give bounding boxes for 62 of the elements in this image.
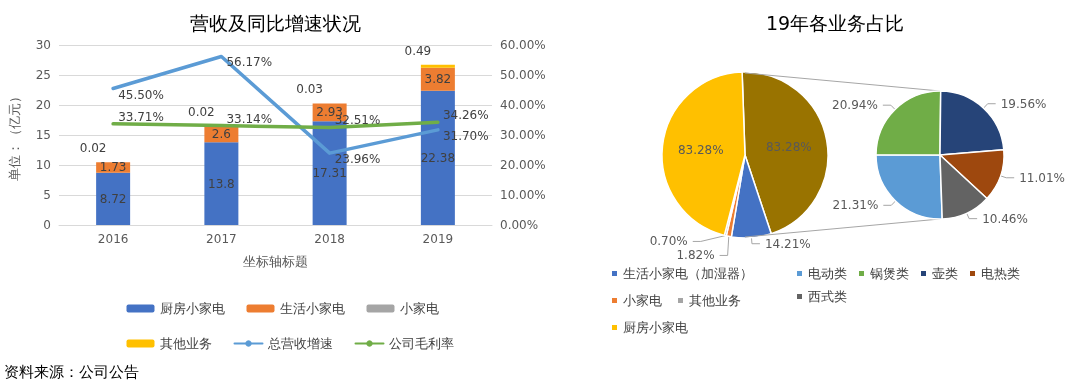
y2-tick-label: 40.00% [500, 98, 546, 112]
x-tick-label: 2016 [97, 232, 129, 246]
data-label: 3.82 [424, 72, 452, 87]
y2-tick-label: 50.00% [500, 68, 546, 82]
legend-label: 公司毛利率 [388, 336, 454, 351]
data-label: 33.71% [118, 109, 164, 124]
y-tick-label: 0 [43, 218, 51, 232]
y-tick-label: 5 [43, 188, 51, 202]
data-label: 0.03 [296, 82, 323, 97]
data-label: 20.94% [832, 98, 878, 113]
x-tick-label: 2018 [314, 232, 345, 246]
data-label: 1.73 [99, 160, 127, 175]
data-label: 8.72 [99, 191, 127, 206]
legend-label: 小家电 [399, 301, 439, 316]
data-label: 2.6 [211, 127, 231, 142]
chart-title: 营收及同比增速状况 [189, 11, 361, 34]
data-label: 21.31% [832, 198, 879, 213]
data-label: 0.49 [404, 43, 432, 58]
data-label: 33.14% [226, 111, 273, 126]
y-tick-label: 20 [35, 98, 51, 112]
data-label: 83.28% [677, 143, 724, 158]
data-label: 13.8 [208, 176, 235, 191]
text: 资料来源：公司公告 [4, 362, 139, 381]
legend-label: 厨房小家电 [623, 320, 688, 335]
y-axis-title: 单位：（亿元） [7, 89, 22, 181]
y-tick-label: 10 [35, 158, 51, 172]
data-label: 14.21% [764, 236, 811, 251]
legend-label: 电热类 [981, 266, 1020, 281]
legend-label: 生活小家电 [279, 301, 345, 316]
data-label: 19.56% [1000, 96, 1047, 111]
x-tick-label: 2017 [206, 232, 237, 246]
legend-label: 小家电 [623, 293, 662, 308]
y2-tick-label: 10.00% [500, 188, 546, 202]
data-label: 17.31 [312, 166, 347, 181]
data-label: 45.50% [118, 87, 164, 102]
chart-title: 19年各业务占比 [765, 11, 905, 34]
y2-tick-label: 30.00% [500, 128, 546, 142]
legend-label: 总营收增速 [266, 336, 333, 351]
x-axis-title: 坐标轴标题 [243, 254, 308, 269]
legend-label: 壶类 [932, 266, 958, 281]
data-label: 0.70% [649, 234, 688, 249]
y-tick-label: 30 [35, 38, 51, 52]
y-tick-label: 25 [35, 68, 51, 82]
legend-label: 电动类 [808, 266, 847, 281]
y2-tick-label: 0.00% [500, 218, 539, 232]
data-label: 83.28% [765, 140, 812, 155]
data-label: 1.82% [676, 248, 715, 263]
x-tick-label: 2019 [422, 232, 454, 246]
y2-tick-label: 20.00% [500, 158, 546, 172]
data-label: 11.01% [1019, 170, 1065, 185]
legend-label: 其他业务 [689, 293, 741, 308]
data-label: 0.02 [79, 141, 107, 156]
y2-tick-label: 60.00% [500, 38, 546, 52]
legend-label: 厨房小家电 [159, 301, 225, 316]
legend-label: 锅煲类 [869, 266, 909, 281]
legend-label: 其他业务 [159, 336, 212, 351]
data-label: 10.46% [982, 211, 1028, 226]
data-label: 0.02 [188, 105, 215, 120]
y-tick-label: 15 [35, 128, 51, 142]
legend-label: 生活小家电（加湿器） [623, 266, 753, 281]
data-label: 22.38 [420, 150, 456, 165]
legend-label: 西式类 [808, 289, 847, 304]
